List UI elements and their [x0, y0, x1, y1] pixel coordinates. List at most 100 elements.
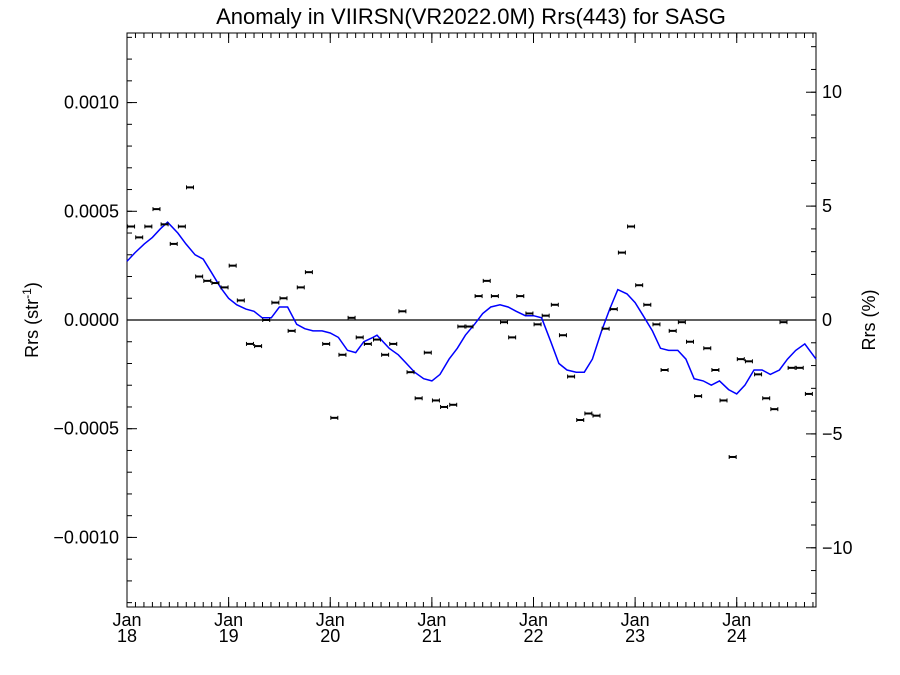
x-tick-year-label: 21 — [422, 626, 442, 646]
y-axis-right-label: Rrs (%) — [859, 290, 879, 351]
data-point — [525, 311, 534, 316]
data-point — [457, 324, 466, 329]
data-point — [762, 396, 771, 401]
data-point — [135, 235, 144, 240]
y-left-tick-label: 0.0005 — [64, 201, 119, 221]
data-point — [584, 411, 593, 416]
data-point — [490, 294, 499, 299]
y-right-tick-label: 0 — [822, 310, 832, 330]
data-point — [279, 296, 288, 301]
data-point — [127, 224, 136, 229]
data-point — [643, 302, 652, 307]
y-left-tick-label: 0.0000 — [64, 310, 119, 330]
data-point — [668, 328, 677, 333]
x-tick-month-label: Jan — [417, 610, 446, 630]
data-point — [541, 313, 550, 318]
data-point — [795, 365, 804, 370]
data-point — [160, 222, 169, 227]
y-left-tick-label: −0.0010 — [53, 527, 119, 547]
data-point — [627, 224, 636, 229]
data-point — [330, 415, 339, 420]
data-point — [245, 341, 254, 346]
x-tick-year-label: 19 — [219, 626, 239, 646]
x-tick-year-label: 20 — [320, 626, 340, 646]
data-point — [533, 322, 542, 327]
y-left-tick-label: 0.0010 — [64, 93, 119, 113]
data-point — [754, 372, 763, 377]
data-point — [558, 333, 567, 338]
data-point — [635, 283, 644, 288]
data-point — [711, 368, 720, 373]
data-point — [787, 365, 796, 370]
smoothed-anomaly-line — [126, 221, 817, 395]
data-point — [482, 278, 491, 283]
data-point — [347, 315, 356, 320]
data-point — [296, 285, 305, 290]
data-point — [431, 398, 440, 403]
data-point — [152, 207, 161, 212]
data-point — [406, 370, 415, 375]
data-point — [355, 335, 364, 340]
data-point — [703, 346, 712, 351]
data-point — [779, 320, 788, 325]
data-point — [592, 413, 601, 418]
chart-title: Anomaly in VIIRSN(VR2022.0M) Rrs(443) fo… — [216, 4, 726, 29]
x-tick-month-label: Jan — [316, 610, 345, 630]
data-point — [144, 224, 153, 229]
data-point — [271, 300, 280, 305]
y-axis-left-label-tail: ) — [22, 282, 42, 288]
data-point — [440, 404, 449, 409]
x-tick-month-label: Jan — [722, 610, 751, 630]
y-right-tick-label: 5 — [822, 196, 832, 216]
data-point — [770, 407, 779, 412]
data-point — [550, 302, 559, 307]
data-point — [372, 337, 381, 342]
x-tick-year-label: 22 — [523, 626, 543, 646]
y-right-tick-label: 10 — [822, 82, 842, 102]
x-tick-year-label: 23 — [625, 626, 645, 646]
data-point — [169, 241, 178, 246]
data-point — [567, 374, 576, 379]
data-point — [322, 341, 331, 346]
x-tick-month-label: Jan — [519, 610, 548, 630]
data-point — [262, 318, 271, 322]
y-left-tick-label: −0.0005 — [53, 419, 119, 439]
data-point — [338, 352, 347, 357]
data-point — [177, 224, 186, 229]
data-point — [601, 326, 610, 331]
data-point — [719, 398, 728, 403]
data-point — [363, 341, 372, 346]
data-point — [609, 307, 618, 312]
x-tick-month-label: Jan — [621, 610, 650, 630]
data-point — [744, 359, 753, 364]
data-point — [500, 320, 509, 325]
data-point — [576, 418, 585, 423]
data-point — [203, 278, 212, 283]
data-point — [508, 335, 517, 340]
data-point — [381, 352, 390, 357]
data-point — [195, 274, 204, 279]
data-point — [728, 454, 737, 459]
data-point — [304, 270, 313, 275]
data-point — [474, 294, 483, 299]
data-point — [465, 324, 474, 329]
data-point — [389, 341, 398, 346]
data-point — [804, 391, 813, 396]
data-point — [685, 339, 694, 344]
data-point — [516, 294, 525, 299]
data-point — [677, 320, 686, 325]
x-tick-year-label: 18 — [117, 626, 137, 646]
data-point — [211, 281, 220, 286]
data-point — [398, 309, 407, 314]
x-tick-year-label: 24 — [727, 626, 747, 646]
data-point — [423, 350, 432, 355]
data-point — [186, 185, 195, 190]
data-point — [287, 328, 296, 333]
data-point — [228, 263, 237, 268]
data-point — [414, 396, 423, 401]
x-tick-month-label: Jan — [112, 610, 141, 630]
x-tick-month-label: Jan — [214, 610, 243, 630]
data-point — [449, 402, 458, 407]
y-right-tick-label: −5 — [822, 424, 843, 444]
